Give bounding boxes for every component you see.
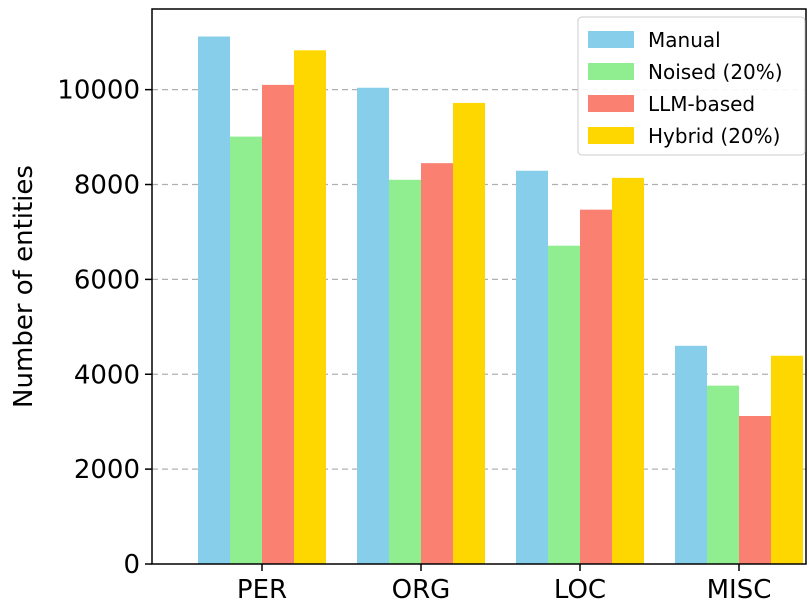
y-tick-label: 2000 <box>74 455 140 485</box>
legend-swatch <box>588 31 634 48</box>
legend-label: Noised (20%) <box>648 60 783 84</box>
bar-misc-0 <box>675 345 707 564</box>
bars <box>198 36 803 565</box>
bar-misc-2 <box>739 416 771 564</box>
bar-loc-0 <box>516 170 548 564</box>
bar-loc-3 <box>612 177 644 564</box>
y-tick-label: 8000 <box>74 171 140 201</box>
bar-org-3 <box>453 102 485 564</box>
x-tick-label: LOC <box>554 575 606 601</box>
bar-org-0 <box>357 87 389 564</box>
bar-loc-1 <box>548 245 580 564</box>
axes <box>151 8 807 565</box>
bar-per-0 <box>198 36 230 565</box>
legend-label: LLM-based <box>648 92 755 116</box>
legend-label: Hybrid (20%) <box>648 124 780 148</box>
legend-label: Manual <box>648 28 721 52</box>
bar-per-2 <box>262 84 294 565</box>
x-tick-label: ORG <box>392 575 451 601</box>
bar-loc-2 <box>580 209 612 564</box>
y-tick-label: 10000 <box>57 76 140 106</box>
y-tick-label: 0 <box>123 550 140 580</box>
y-axis-label: Number of entities <box>9 165 39 408</box>
legend: Manual Noised (20%) LLM-based Hybrid (20%) <box>577 16 806 156</box>
legend-swatch <box>588 63 634 80</box>
bar-misc-3 <box>771 355 803 564</box>
legend-box <box>577 16 806 156</box>
bar-per-3 <box>294 50 326 565</box>
bar-org-1 <box>389 179 421 564</box>
x-tick-label: MISC <box>707 575 772 601</box>
legend-swatch <box>588 127 634 144</box>
bar-per-1 <box>230 136 262 564</box>
x-tick-label: PER <box>237 575 287 601</box>
y-tick-label: 6000 <box>74 265 140 295</box>
plot-frame <box>151 8 807 565</box>
bar-misc-1 <box>707 385 739 564</box>
legend-swatch <box>588 95 634 112</box>
y-ticks: 0 2000 4000 6000 8000 10000 <box>57 76 152 580</box>
y-tick-label: 4000 <box>74 360 140 390</box>
x-ticks: PER ORG LOC MISC <box>237 564 771 601</box>
bar-org-2 <box>421 163 453 564</box>
